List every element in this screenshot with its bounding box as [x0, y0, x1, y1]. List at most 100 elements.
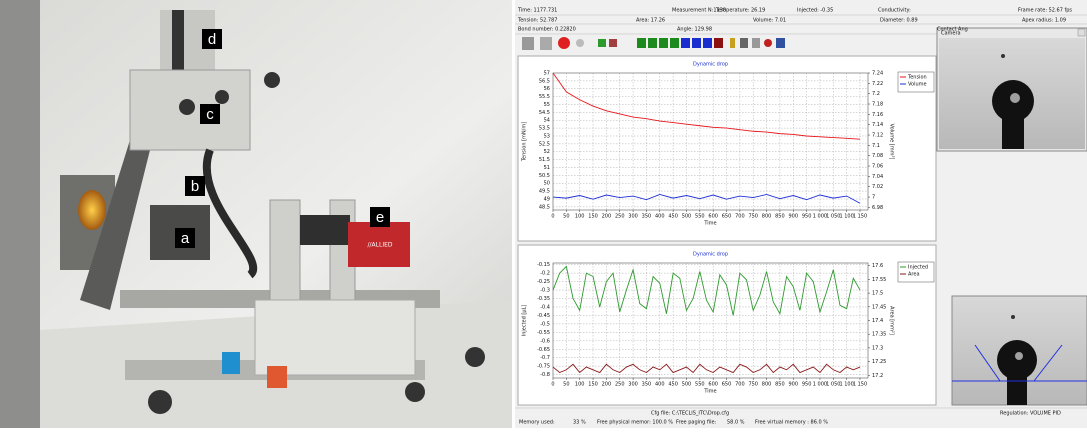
y-tick-label: 48.5 [539, 204, 550, 210]
y2-tick-label: 7 [872, 195, 875, 201]
tool-button[interactable] [637, 38, 646, 48]
y-tick-label: 55 [544, 102, 550, 108]
x-tick-label: 300 [628, 214, 638, 220]
tool-button[interactable] [764, 39, 772, 47]
connector [222, 352, 240, 374]
legend-label: Area [908, 272, 920, 278]
y-tick-label: 54.5 [539, 110, 550, 116]
y2-tick-label: 7.04 [872, 174, 883, 180]
y-tick-label: -0.8 [540, 372, 550, 378]
x-tick-label: 500 [682, 214, 692, 220]
tool-button[interactable] [752, 38, 760, 48]
y2-tick-label: 7.22 [872, 81, 883, 87]
label-box [185, 176, 205, 196]
y-tick-label: -0.7 [540, 355, 550, 361]
status-field: Temperature: 26.19 [715, 8, 765, 14]
x-tick-label: 350 [642, 214, 652, 220]
tool-button[interactable] [670, 38, 679, 48]
arm [80, 140, 150, 310]
x-tick-label: 950 [802, 214, 812, 220]
x-tick-label: 800 [762, 382, 772, 388]
knob [179, 99, 195, 115]
x-tick-label: 350 [642, 382, 652, 388]
foot [148, 390, 172, 414]
photo: //ALLIED [0, 0, 512, 428]
y-tick-label: 53 [544, 133, 550, 139]
x-tick-label: 300 [628, 382, 638, 388]
toolbar [522, 37, 785, 50]
x-tick-label: 650 [722, 214, 732, 220]
camera-brand: //ALLIED [367, 242, 392, 249]
camera-title: Camera [941, 31, 961, 37]
y2-tick-label: 7.02 [872, 184, 883, 190]
tool-button[interactable] [576, 39, 584, 47]
x-axis-label: Time [703, 221, 716, 227]
camera-body [348, 222, 410, 267]
close-button[interactable] [1077, 28, 1086, 37]
status-field: Injected: -0.35 [797, 8, 833, 14]
series-line [552, 194, 861, 204]
tool-button[interactable] [681, 38, 690, 48]
tool-button[interactable] [609, 39, 617, 47]
y2-tick-label: 7.12 [872, 133, 883, 139]
x-tick-label: 250 [615, 214, 625, 220]
plot-area [552, 262, 869, 379]
y2-tick-label: 17.4 [872, 318, 883, 324]
footer-field: Cfg file: C:\TECLIS_ITC\Drop.cfg [651, 411, 729, 417]
y2-tick-label: 7.16 [872, 112, 883, 118]
y-tick-label: -0.5 [540, 321, 550, 327]
y-tick-label: 50 [544, 181, 550, 187]
x-tick-label: 1 050 [826, 382, 840, 388]
camera-base [254, 299, 416, 376]
y2-tick-label: 7.06 [872, 164, 883, 170]
x-tick-label: 700 [735, 382, 745, 388]
status-field: Tension: 52.787 [517, 18, 557, 24]
y-tick-label: -0.6 [540, 338, 550, 344]
x-tick-label: 400 [655, 214, 665, 220]
y-tick-label: -0.35 [537, 296, 550, 302]
footer-field: Regulation: VOLUME PID [1000, 411, 1061, 417]
y2-tick-label: 7.24 [872, 71, 883, 77]
connector [267, 366, 287, 388]
x-tick-label: 550 [695, 382, 705, 388]
tool-button[interactable] [659, 38, 668, 48]
tool-button[interactable] [730, 38, 735, 48]
y-tick-label: 56 [544, 86, 550, 92]
y2-tick-label: 7.18 [872, 102, 883, 108]
stop-button[interactable] [558, 37, 570, 49]
tool-button[interactable] [540, 37, 552, 50]
plot-area [552, 72, 869, 211]
status-field: Bond number: 0.22820 [518, 27, 576, 33]
knob [215, 90, 229, 104]
y2-axis-label: Area [mm²] [889, 306, 895, 335]
foot [405, 382, 425, 402]
tool-button[interactable] [648, 38, 657, 48]
y2-tick-label: 7.08 [872, 153, 883, 159]
y2-tick-label: 17.55 [872, 277, 886, 283]
y-tick-label: 56.5 [539, 78, 550, 84]
y-tick-label: -0.25 [537, 279, 550, 285]
y-tick-label: 50.5 [539, 173, 550, 179]
y-tick-label: -0.2 [540, 271, 550, 277]
x-tick-label: 850 [775, 382, 785, 388]
tool-button[interactable] [598, 39, 606, 47]
y-tick-label: 52.5 [539, 141, 550, 147]
tool-button[interactable] [740, 38, 748, 48]
status-field: Area: 17.26 [636, 18, 665, 24]
tool-button[interactable] [776, 38, 785, 48]
labels: a b c d e f [175, 29, 995, 248]
tool-button[interactable] [692, 38, 701, 48]
status-field: Contact Ang [937, 27, 968, 33]
y2-tick-label: 17.25 [872, 359, 886, 365]
x-tick-label: 250 [615, 382, 625, 388]
x-tick-label: 950 [802, 382, 812, 388]
y2-axis-label: Volume [mm³] [889, 124, 895, 160]
tool-button[interactable] [714, 38, 723, 48]
y2-tick-label: 7.2 [872, 91, 880, 97]
x-tick-label: 800 [762, 214, 772, 220]
tool-button[interactable] [522, 37, 534, 50]
tool-button[interactable] [703, 38, 712, 48]
footer-field: Free physical memor: 100.0 % [597, 420, 673, 426]
